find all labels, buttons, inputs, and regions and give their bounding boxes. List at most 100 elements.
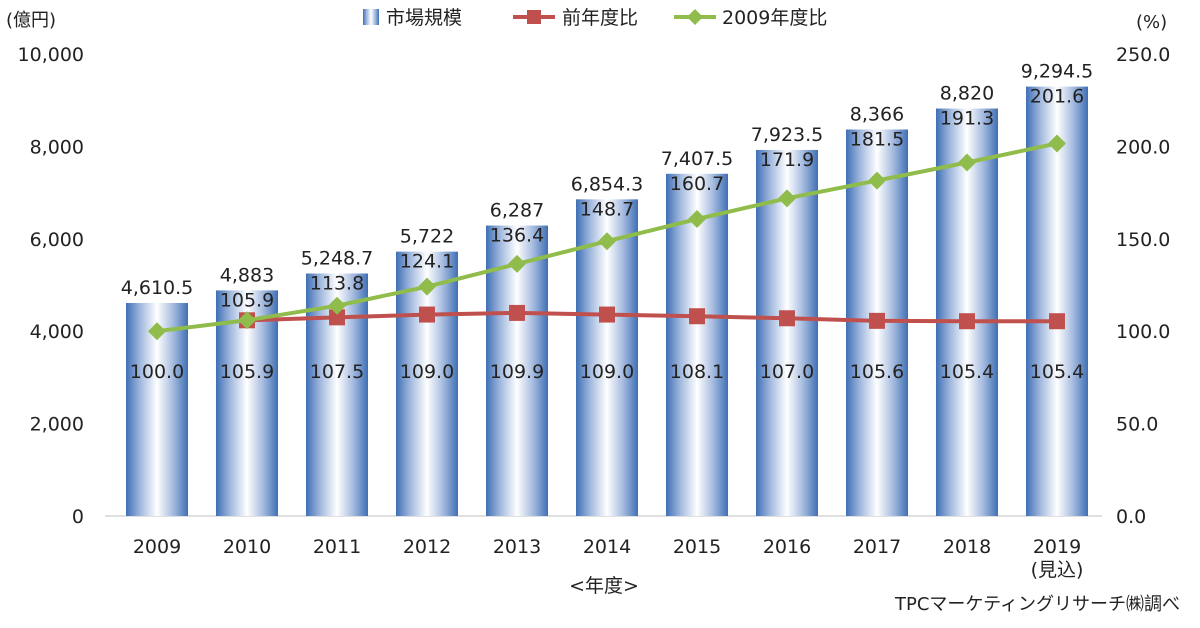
y-right-tick-label: 250.0	[1116, 44, 1170, 66]
yoy-value-label: 108.1	[670, 361, 724, 383]
vs2009-point	[688, 210, 706, 229]
vs2009-point	[868, 171, 886, 190]
x-tick-label: 2010	[223, 536, 271, 558]
bar-value-label: 4,610.5	[121, 277, 194, 299]
bar	[396, 251, 458, 516]
x-tick-label: 2018	[943, 536, 991, 558]
yoy-point	[689, 308, 705, 325]
legend-marker-vs2009	[687, 9, 703, 25]
x-tick-label: 2011	[313, 536, 361, 558]
vs2009-point	[148, 322, 166, 341]
legend: 市場規模 前年度比 2009年度比	[363, 7, 827, 29]
source-note: TPCマーケティングリサーチ㈱調べ	[894, 594, 1180, 615]
bar-series	[126, 86, 1088, 517]
vs2009-point	[328, 296, 346, 315]
bar-value-label: 5,248.7	[301, 248, 374, 270]
bar-value-label: 7,923.5	[751, 124, 824, 146]
vs2009-value-label: 160.7	[670, 173, 724, 195]
bar-value-label: 9,294.5	[1021, 61, 1094, 83]
yoy-point	[959, 313, 975, 330]
vs2009-value-label: 171.9	[760, 149, 814, 171]
yoy-point	[869, 312, 885, 329]
yoy-value-label: 105.4	[940, 361, 994, 383]
bar	[1026, 86, 1088, 516]
line-series	[148, 134, 1066, 341]
legend-label-vs2009: 2009年度比	[722, 7, 827, 29]
bar-value-label: 4,883	[220, 264, 274, 286]
legend-marker-yoy	[527, 10, 541, 24]
vs2009-point	[958, 153, 976, 172]
yoy-point	[509, 304, 525, 321]
yoy-value-label: 109.9	[490, 361, 544, 383]
y-left-tick-label: 6,000	[30, 229, 84, 251]
yoy-value-label: 107.0	[760, 361, 814, 383]
vs2009-value-label: 136.4	[490, 225, 544, 247]
yoy-point	[779, 310, 795, 327]
yoy-value-label: 105.6	[850, 361, 904, 383]
y-left-tick-label: 10,000	[18, 44, 84, 66]
y-right-tick-label: 0.0	[1116, 506, 1146, 528]
vs2009-value-label: 191.3	[940, 108, 994, 130]
x-axis-title: <年度>	[569, 575, 639, 597]
vs2009-value-label: 105.9	[220, 289, 274, 311]
yoy-value-label: 105.4	[1030, 361, 1084, 383]
yoy-value-label: 100.0	[130, 361, 184, 383]
vs2009-value-label: 113.8	[310, 273, 364, 295]
legend-swatch-market-size	[363, 9, 379, 25]
y-right-tick-label: 150.0	[1116, 229, 1170, 251]
vs2009-value-label: 181.5	[850, 128, 904, 150]
bar-value-label: 8,366	[850, 103, 904, 125]
y-left-tick-label: 8,000	[30, 136, 84, 158]
y-right-unit: (%)	[1136, 12, 1167, 33]
vs2009-point	[598, 232, 616, 251]
bar-value-label: 7,407.5	[661, 148, 734, 170]
vs2009-value-label: 201.6	[1030, 86, 1084, 108]
vs2009-point	[1048, 134, 1066, 153]
y-right-ticks: 0.0 50.0 100.0 150.0 200.0 250.0	[1116, 44, 1170, 528]
bar	[666, 173, 728, 516]
vs2009-value-label: 124.1	[400, 251, 454, 273]
yoy-value-label: 109.0	[400, 361, 454, 383]
vs2009-point	[508, 254, 526, 273]
yoy-point	[329, 309, 345, 326]
x-tick-label: 2012	[403, 536, 451, 558]
x-ticks: 2009 2010 2011 2012 2013 2014 2015 2016 2017 2018…	[133, 536, 1084, 581]
y-right-tick-label: 50.0	[1116, 414, 1158, 436]
x-tick-label: 2013	[493, 536, 541, 558]
vs2009-value-label: 148.7	[580, 198, 634, 220]
yoy-line	[246, 310, 1057, 324]
bar-value-label: 6,854.3	[571, 173, 644, 195]
bar	[486, 225, 548, 517]
bar	[936, 108, 998, 517]
y-left-tick-label: 0	[72, 506, 84, 528]
data-labels: 4,610.5 4,883 5,248.7 5,722 6,287 6,854.3 7,40…	[121, 61, 1094, 383]
vs2009-point	[778, 189, 796, 208]
vs2009-point	[238, 311, 256, 330]
legend-label-market-size: 市場規模	[386, 7, 462, 29]
y-left-tick-label: 2,000	[30, 414, 84, 436]
x-tick-label: 2017	[853, 536, 901, 558]
y-left-ticks: 0 2,000 4,000 6,000 8,000 10,000	[18, 44, 84, 528]
vs2009-point	[418, 277, 436, 296]
yoy-value-label: 107.5	[310, 361, 364, 383]
y-right-tick-label: 100.0	[1116, 321, 1170, 343]
bar	[576, 199, 638, 516]
yoy-value-label: 109.0	[580, 361, 634, 383]
x-tick-label: 2014	[583, 536, 631, 558]
bar-value-label: 8,820	[940, 83, 994, 105]
y-left-tick-label: 4,000	[30, 321, 84, 343]
x-tick-label: 2019	[1033, 536, 1081, 558]
x-tick-label: 2016	[763, 536, 811, 558]
y-left-unit: (億円)	[6, 10, 56, 31]
yoy-value-label: 105.9	[220, 361, 274, 383]
yoy-point	[419, 306, 435, 323]
x-tick-sublabel: (見込)	[1031, 559, 1084, 581]
x-tick-label: 2009	[133, 536, 181, 558]
bar-value-label: 5,722	[400, 226, 454, 248]
legend-label-yoy: 前年度比	[562, 7, 638, 29]
bar-value-label: 6,287	[490, 200, 544, 222]
yoy-point	[599, 306, 615, 323]
x-tick-label: 2015	[673, 536, 721, 558]
bar	[756, 149, 818, 516]
